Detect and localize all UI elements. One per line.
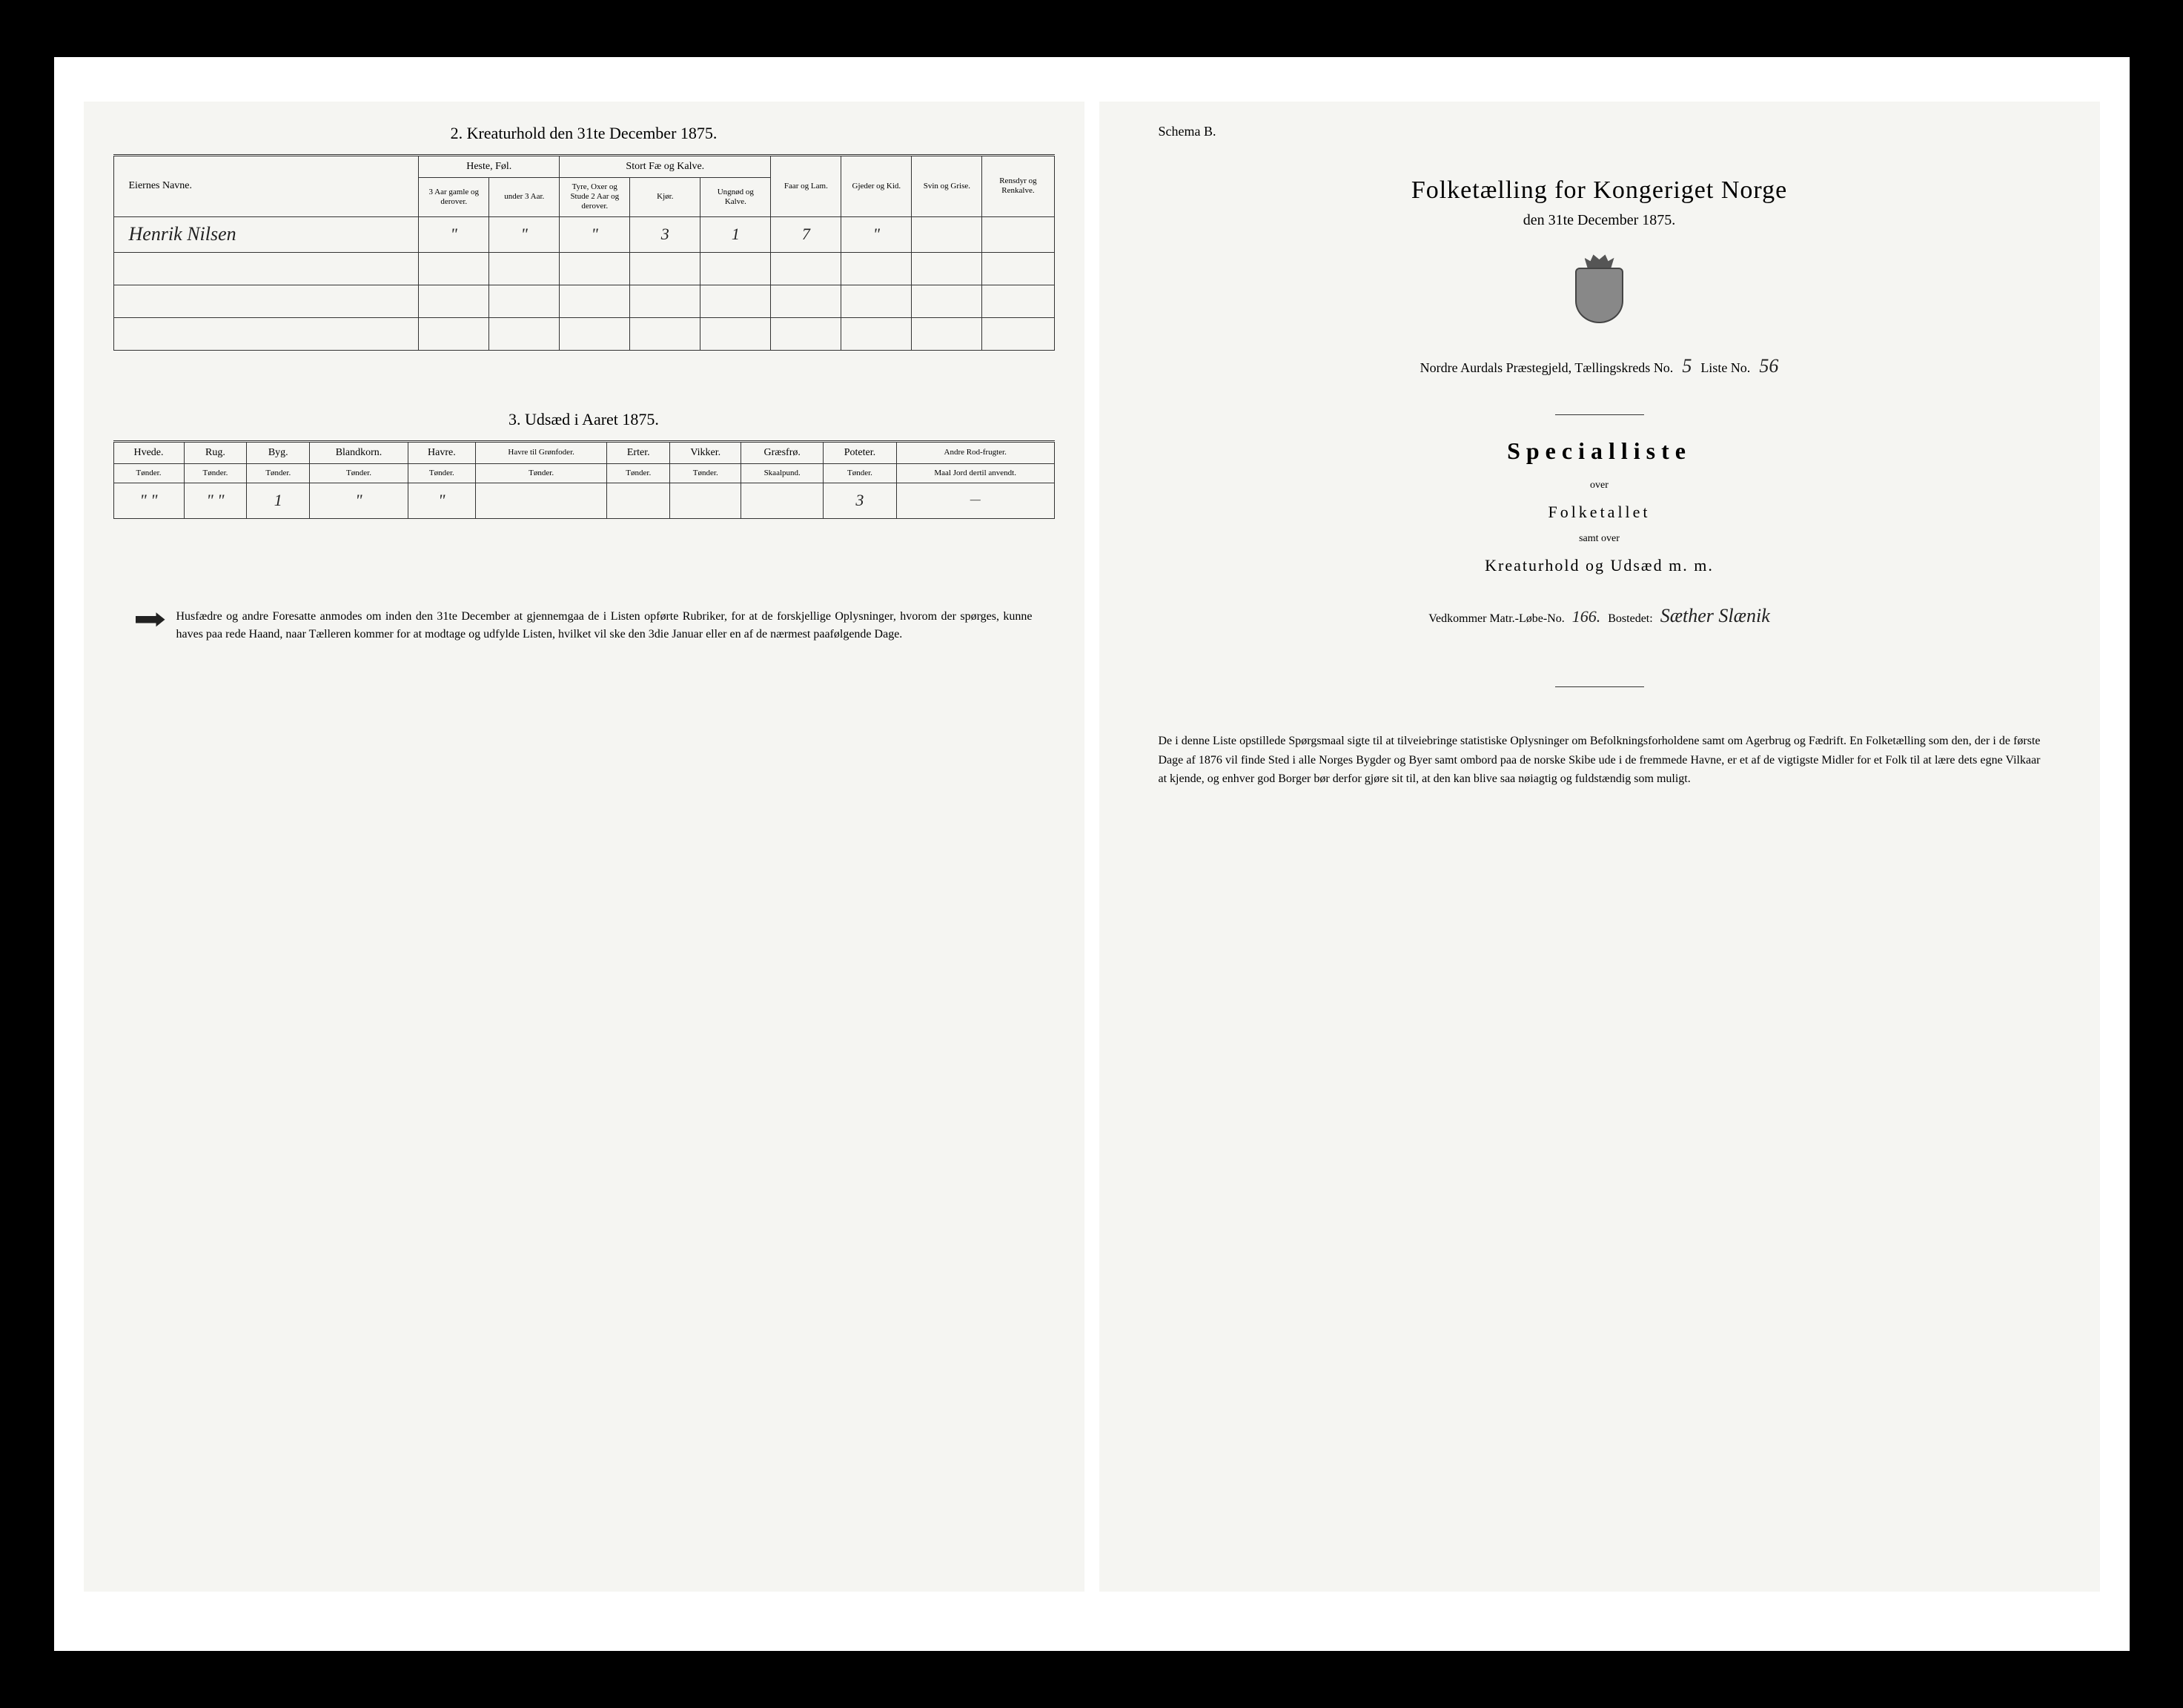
specialliste-heading: Specialliste xyxy=(1129,437,2070,465)
cell-oats: " xyxy=(408,483,475,518)
th-reindeer: Rensdyr og Renkalve. xyxy=(982,156,1054,217)
bostedet-value: Sæther Slænik xyxy=(1660,605,1770,627)
th-cattle-cows: Kjør. xyxy=(630,178,700,217)
th-oats-green: Havre til Grønfoder. xyxy=(475,441,606,463)
th-unit: Tønder. xyxy=(184,463,247,483)
cell-roots: — xyxy=(896,483,1054,518)
cell-rye: " " xyxy=(184,483,247,518)
th-horses-under3: under 3 Aar. xyxy=(489,178,560,217)
cell-c2: 3 xyxy=(630,216,700,252)
kreaturhold-label: Kreaturhold og Udsæd m. m. xyxy=(1129,556,2070,575)
cell-h2: " xyxy=(489,216,560,252)
parish-number: 5 xyxy=(1682,355,1692,377)
bottom-paragraph: De i denne Liste opstillede Spørgsmaal s… xyxy=(1129,732,2070,789)
cell-wheat: " " xyxy=(113,483,184,518)
folketallet-label: Folketallet xyxy=(1129,503,2070,522)
crown-icon xyxy=(1585,251,1614,268)
cell-grass xyxy=(741,483,824,518)
main-title: Folketælling for Kongeriget Norge xyxy=(1129,176,2070,205)
coat-of-arms-icon xyxy=(1570,251,1629,325)
cell-owner-name: Henrik Nilsen xyxy=(113,216,419,252)
liste-label: Liste No. xyxy=(1700,360,1750,376)
th-sheep: Faar og Lam. xyxy=(771,156,841,217)
cell-mixed: " xyxy=(310,483,408,518)
table-row xyxy=(113,252,1054,285)
bostedet-label: Bostedet: xyxy=(1608,612,1652,626)
cell-sheep: 7 xyxy=(771,216,841,252)
left-page: 2. Kreaturhold den 31te December 1875. E… xyxy=(84,102,1084,1592)
th-peas: Erter. xyxy=(607,441,670,463)
th-unit: Tønder. xyxy=(310,463,408,483)
th-cattle-young: Ungnød og Kalve. xyxy=(700,178,771,217)
cell-pigs xyxy=(912,216,982,252)
th-unit: Tønder. xyxy=(607,463,670,483)
cell-vetch xyxy=(670,483,741,518)
cell-barley: 1 xyxy=(247,483,310,518)
th-vetch: Vikker. xyxy=(670,441,741,463)
th-mixed: Blandkorn. xyxy=(310,441,408,463)
cell-c3: 1 xyxy=(700,216,771,252)
pointing-hand-icon xyxy=(136,611,165,629)
th-unit: Tønder. xyxy=(475,463,606,483)
table-row xyxy=(113,285,1054,317)
th-owner-name: Eiernes Navne. xyxy=(113,156,419,217)
divider xyxy=(1555,686,1644,687)
parish-prefix: Nordre Aurdals Præstegjeld, Tællingskred… xyxy=(1420,360,1674,376)
instructions-block: Husfædre og andre Foresatte anmodes om i… xyxy=(113,608,1055,643)
th-oats: Havre. xyxy=(408,441,475,463)
matr-label: Vedkommer Matr.-Løbe-No. xyxy=(1428,612,1565,626)
liste-number: 56 xyxy=(1759,355,1778,377)
samt-over-label: samt over xyxy=(1129,533,2070,545)
th-roots: Andre Rod-frugter. xyxy=(896,441,1054,463)
th-horses-3plus: 3 Aar gamle og derover. xyxy=(419,178,489,217)
th-unit: Tønder. xyxy=(823,463,896,483)
matr-number: 166. xyxy=(1572,607,1601,626)
shield-icon xyxy=(1575,268,1623,323)
cell-peas xyxy=(607,483,670,518)
instructions-text: Husfædre og andre Foresatte anmodes om i… xyxy=(176,608,1033,643)
th-cattle: Stort Fæ og Kalve. xyxy=(560,156,771,178)
cell-goats: " xyxy=(841,216,912,252)
date-line: den 31te December 1875. xyxy=(1129,212,2070,229)
table2-title: 3. Udsæd i Aaret 1875. xyxy=(113,410,1055,429)
right-page: Schema B. Folketælling for Kongeriget No… xyxy=(1099,102,2100,1592)
th-potatoes: Poteter. xyxy=(823,441,896,463)
schema-label: Schema B. xyxy=(1159,124,2070,139)
th-barley: Byg. xyxy=(247,441,310,463)
table-row xyxy=(113,317,1054,350)
cell-h1: " xyxy=(419,216,489,252)
divider xyxy=(1555,414,1644,415)
th-unit: Tønder. xyxy=(113,463,184,483)
table-row: Henrik Nilsen " " " 3 1 7 " xyxy=(113,216,1054,252)
th-pigs: Svin og Grise. xyxy=(912,156,982,217)
th-goats: Gjeder og Kid. xyxy=(841,156,912,217)
parish-line: Nordre Aurdals Præstegjeld, Tællingskred… xyxy=(1129,355,2070,377)
matr-line: Vedkommer Matr.-Løbe-No. 166. Bostedet: … xyxy=(1129,605,2070,627)
th-unit: Tønder. xyxy=(408,463,475,483)
th-unit: Skaalpund. xyxy=(741,463,824,483)
sowing-table: Hvede. Rug. Byg. Blandkorn. Havre. Havre… xyxy=(113,440,1055,519)
th-unit: Tønder. xyxy=(247,463,310,483)
cell-potatoes: 3 xyxy=(823,483,896,518)
document-frame: 2. Kreaturhold den 31te December 1875. E… xyxy=(54,57,2130,1651)
th-cattle-bulls: Tyre, Oxer og Stude 2 Aar og derover. xyxy=(560,178,630,217)
th-wheat: Hvede. xyxy=(113,441,184,463)
th-unit: Maal Jord dertil anvendt. xyxy=(896,463,1054,483)
th-rye: Rug. xyxy=(184,441,247,463)
cell-c1: " xyxy=(560,216,630,252)
over-label: over xyxy=(1129,480,2070,491)
table-row: " " " " 1 " " 3 — xyxy=(113,483,1054,518)
cell-oats-green xyxy=(475,483,606,518)
th-grass: Græsfrø. xyxy=(741,441,824,463)
cell-reindeer xyxy=(982,216,1054,252)
th-horses: Heste, Føl. xyxy=(419,156,560,178)
livestock-table: Eiernes Navne. Heste, Føl. Stort Fæ og K… xyxy=(113,154,1055,351)
table1-title: 2. Kreaturhold den 31te December 1875. xyxy=(113,124,1055,143)
th-unit: Tønder. xyxy=(670,463,741,483)
